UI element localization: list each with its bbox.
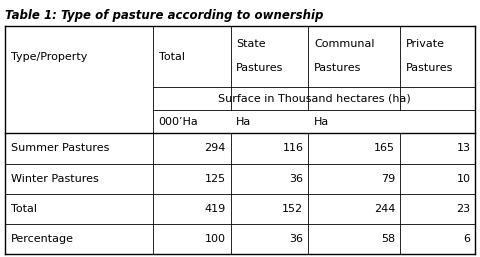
Text: Table 1: Type of pasture according to ownership: Table 1: Type of pasture according to ow… (5, 9, 323, 22)
Text: 152: 152 (282, 204, 303, 214)
Text: 13: 13 (456, 143, 470, 153)
Text: Summer Pastures: Summer Pastures (11, 143, 109, 153)
Text: Private: Private (406, 39, 444, 49)
Text: Total: Total (11, 204, 36, 214)
Text: 36: 36 (289, 174, 303, 184)
Text: Type/Property: Type/Property (11, 52, 87, 62)
Text: 116: 116 (282, 143, 303, 153)
Text: 23: 23 (456, 204, 470, 214)
Text: Pastures: Pastures (406, 63, 453, 73)
Text: Pastures: Pastures (314, 63, 361, 73)
Text: 125: 125 (204, 174, 226, 184)
Text: 6: 6 (463, 234, 470, 244)
Text: Percentage: Percentage (11, 234, 73, 244)
Text: 000’Ha: 000’Ha (159, 117, 199, 127)
Text: State: State (236, 39, 266, 49)
Text: 10: 10 (456, 174, 470, 184)
Text: Communal: Communal (314, 39, 374, 49)
Text: Winter Pastures: Winter Pastures (11, 174, 98, 184)
Text: Ha: Ha (236, 117, 252, 127)
Text: 244: 244 (374, 204, 395, 214)
Text: Surface in Thousand hectares (ha): Surface in Thousand hectares (ha) (218, 94, 410, 104)
Text: 419: 419 (204, 204, 226, 214)
Text: Total: Total (159, 52, 185, 62)
Text: 58: 58 (381, 234, 395, 244)
Text: 79: 79 (381, 174, 395, 184)
Text: 165: 165 (374, 143, 395, 153)
Text: Ha: Ha (314, 117, 329, 127)
Text: 36: 36 (289, 234, 303, 244)
Text: 100: 100 (205, 234, 226, 244)
Text: Pastures: Pastures (236, 63, 284, 73)
Text: 294: 294 (204, 143, 226, 153)
